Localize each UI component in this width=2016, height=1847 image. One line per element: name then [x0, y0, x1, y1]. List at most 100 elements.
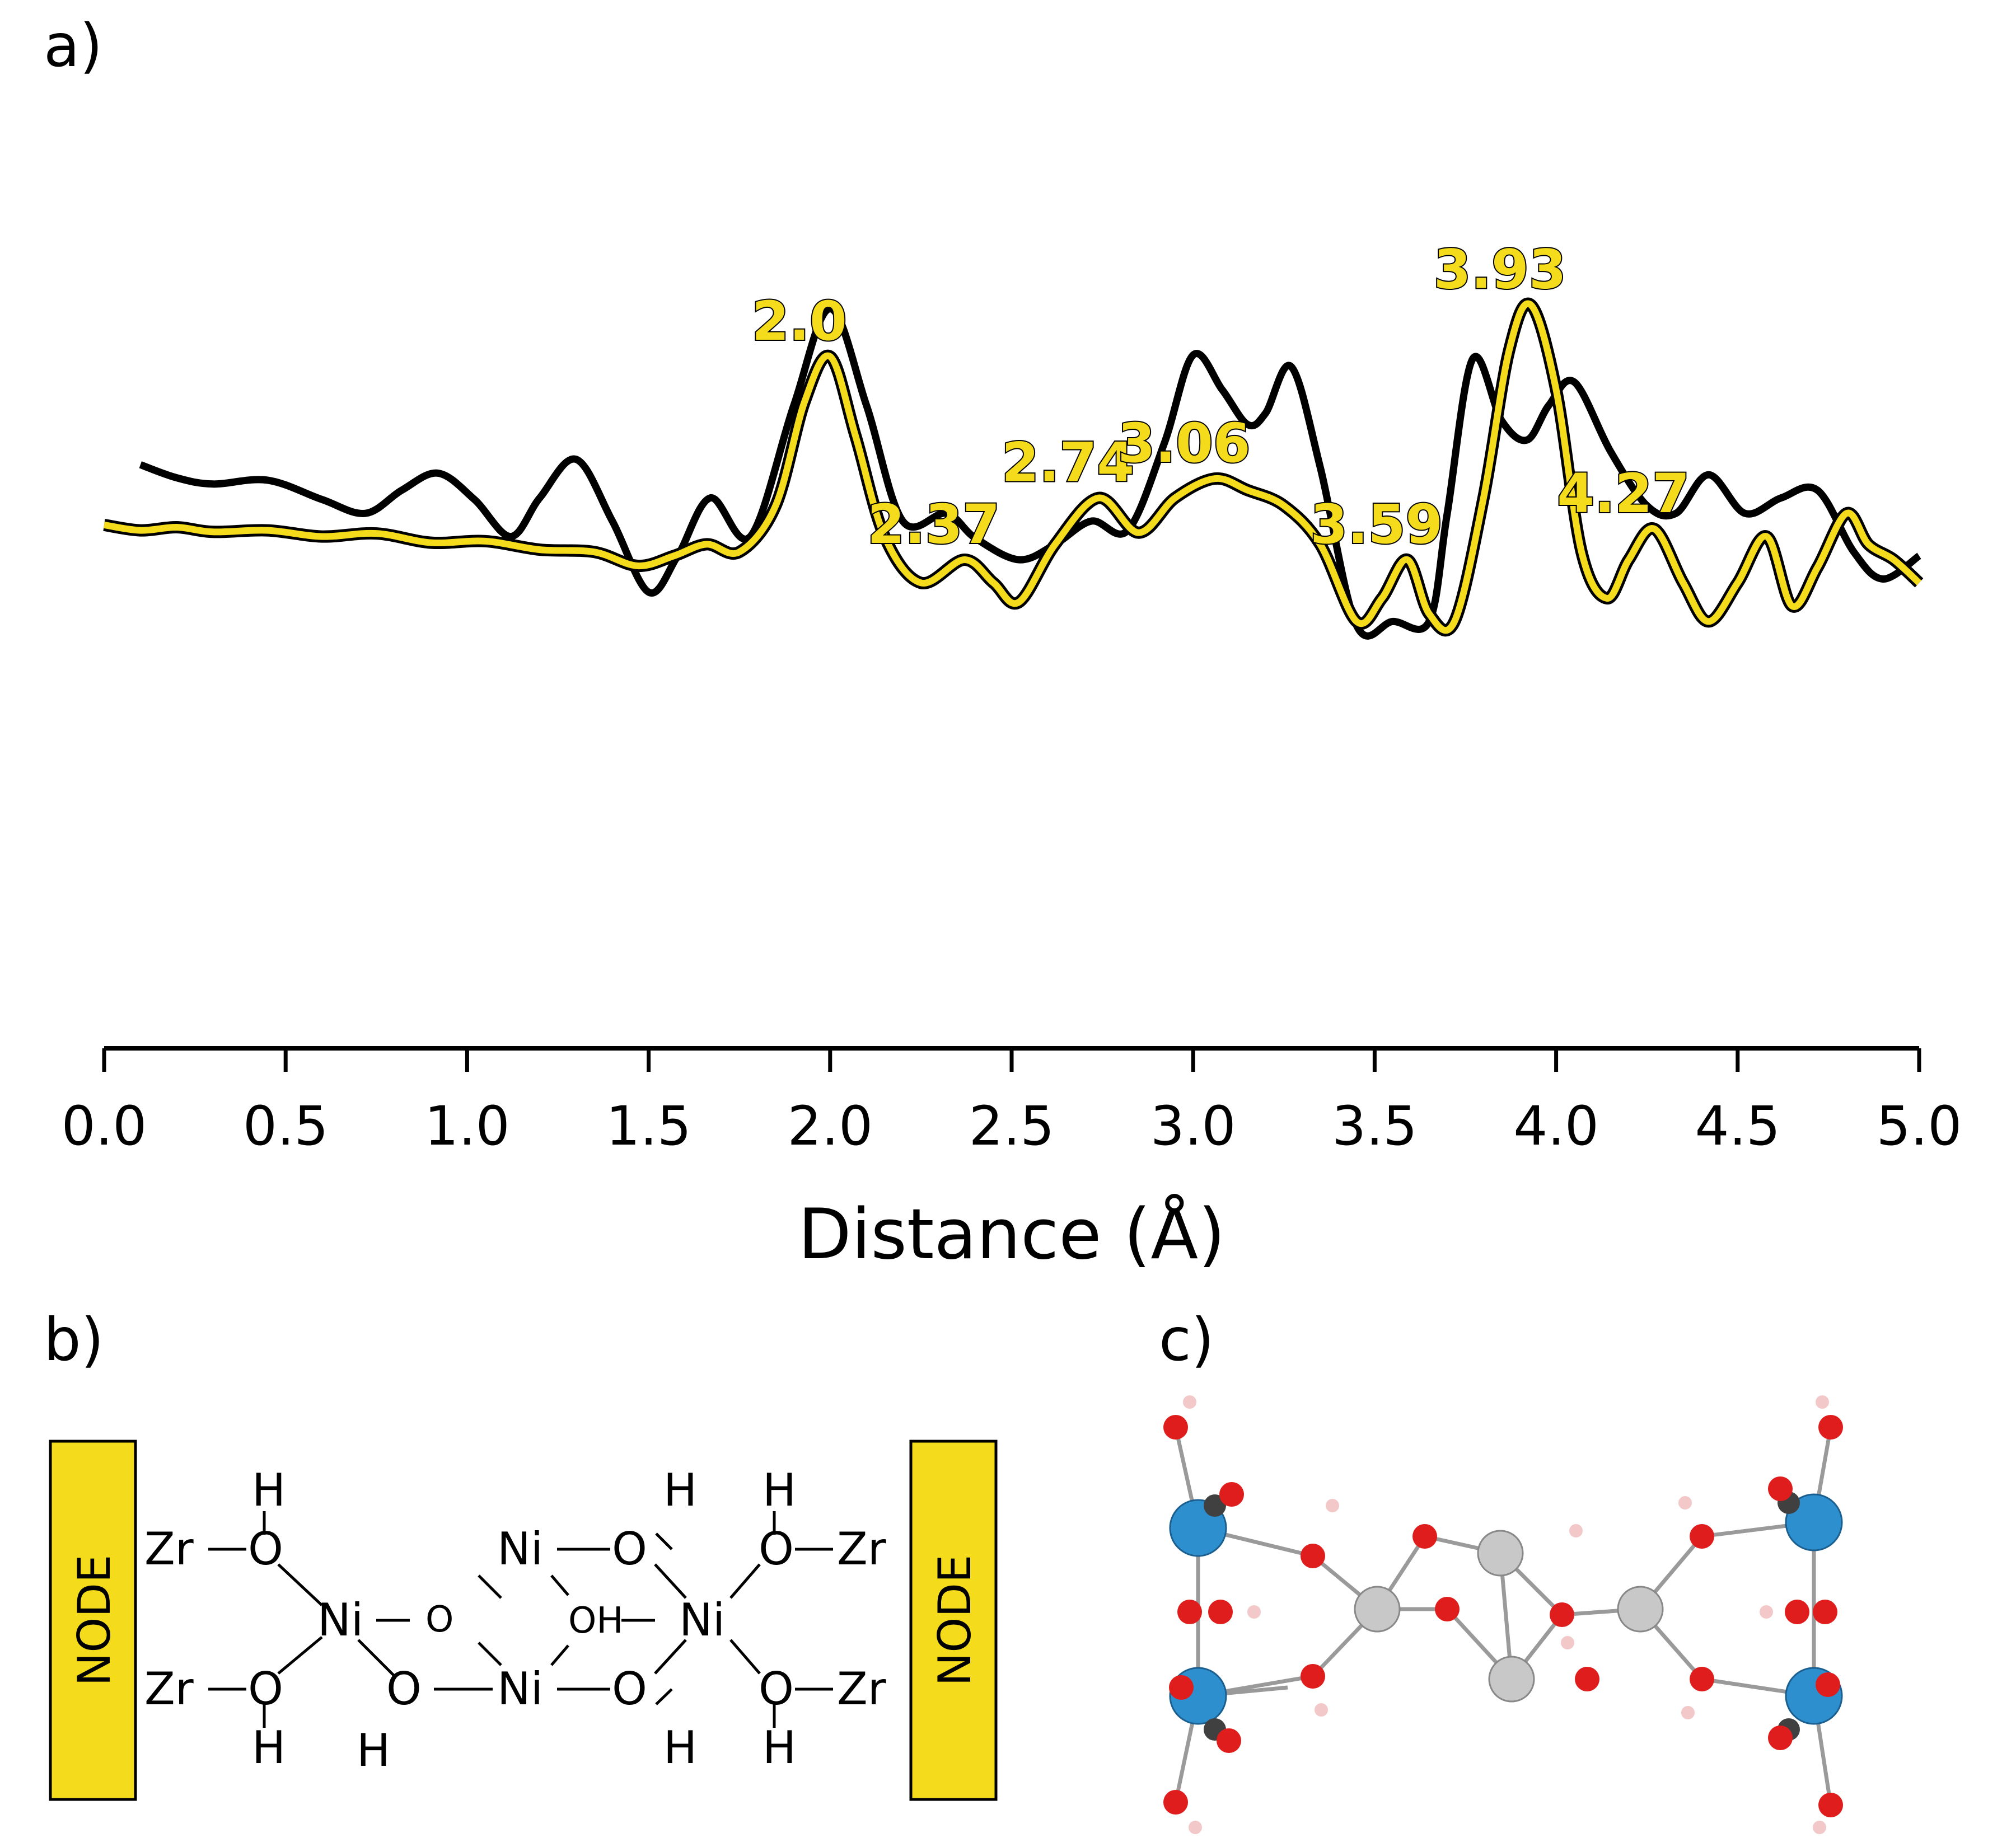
h-atom [1816, 1395, 1829, 1409]
o-atom [1435, 1597, 1460, 1621]
h-label-3: H [357, 1724, 390, 1776]
node-box-left [49, 1440, 137, 1801]
o-atom [1816, 1672, 1840, 1697]
x-tick-label: 1.5 [606, 1095, 691, 1157]
zr-label-bottom-left: Zr [144, 1663, 194, 1715]
h-label-1: H [252, 1464, 286, 1516]
panel-label-a: a) [44, 12, 102, 80]
h-atom [1760, 1605, 1773, 1619]
h-atom [1326, 1499, 1339, 1512]
o-atom [1575, 1667, 1599, 1691]
o-atom [1163, 1790, 1188, 1815]
h-atom [1813, 1821, 1826, 1834]
o-atom [1301, 1544, 1325, 1568]
x-tick-label: 2.0 [787, 1095, 873, 1157]
ni-label-right: Ni [679, 1594, 725, 1646]
h-label-7: H [763, 1722, 796, 1774]
peak-label: 2.74 [1002, 432, 1134, 494]
molecular-model [1163, 1395, 1843, 1834]
series-line-1 [139, 305, 1921, 640]
o-atom [1412, 1524, 1437, 1549]
x-tick-label: 0.5 [243, 1095, 329, 1157]
model-bonds [1173, 1427, 1833, 1806]
o-atom [1219, 1482, 1244, 1507]
series-layer [103, 297, 1924, 640]
zr-label-top-left: Zr [144, 1523, 194, 1575]
o-label-4: O [612, 1523, 647, 1575]
o-label-7: O [759, 1663, 794, 1715]
zr-atom [1785, 1493, 1843, 1551]
o-label-1: O [248, 1523, 283, 1575]
panel-label-c: c) [1159, 1306, 1214, 1374]
node-box-right [909, 1440, 998, 1801]
peak-label: 3.06 [1118, 412, 1251, 475]
x-tick-label: 3.5 [1332, 1095, 1418, 1157]
h-atom [1189, 1821, 1202, 1834]
ni-label-left: Ni [317, 1594, 363, 1646]
h-label-6: H [763, 1464, 796, 1516]
ni-atom [1354, 1586, 1401, 1633]
x-tick-label: 1.0 [424, 1095, 510, 1157]
o-atom [1690, 1524, 1714, 1549]
o-atom [1818, 1793, 1843, 1817]
h-atom [1247, 1605, 1261, 1619]
o-label-6: O [759, 1523, 794, 1575]
h-atom [1315, 1703, 1328, 1717]
o-atom [1550, 1602, 1574, 1627]
peak-label: 2.0 [752, 290, 847, 353]
ni-atom [1488, 1656, 1535, 1703]
o-atom [1768, 1726, 1793, 1750]
o-atom [1169, 1675, 1194, 1700]
rdf-chart: 2.0 2.372.743.06 3.59 3.93 4.27 0.0 0.5 1.0 1.5… [62, 237, 1962, 1275]
zr-label-bottom-right: Zr [837, 1663, 886, 1715]
peak-label-layer: 2.0 2.372.743.06 3.59 3.93 4.27 [751, 237, 1691, 557]
oh-label-bridge: OH [568, 1600, 624, 1642]
x-tick-label: 4.0 [1513, 1095, 1599, 1157]
h-atom [1569, 1524, 1583, 1537]
node-label-left: NODE [68, 1555, 120, 1686]
o-atom [1818, 1415, 1843, 1440]
o-atom [1690, 1667, 1714, 1691]
x-tick-label: 4.5 [1695, 1095, 1780, 1157]
h-label-4: H [663, 1464, 697, 1516]
node-label-right: NODE [929, 1555, 981, 1686]
o-label-2: O [248, 1663, 283, 1715]
x-tick-layer: 0.0 0.5 1.0 1.5 2.0 2.5 3.0 3.5 4.0 4.5 5.0 [62, 1048, 1962, 1157]
o-atom [1217, 1728, 1241, 1753]
h-label-5: H [663, 1722, 697, 1774]
peak-label: 3.59 [1310, 493, 1443, 556]
peak-label: 3.93 [1434, 238, 1566, 301]
o-atom [1768, 1476, 1793, 1501]
o-label-3: O [386, 1663, 422, 1715]
model-atoms [1163, 1395, 1843, 1834]
x-axis-title: Distance (Å) [798, 1193, 1225, 1275]
o-atom [1177, 1600, 1202, 1624]
h-atom [1681, 1706, 1695, 1719]
ni-atom [1477, 1530, 1524, 1577]
o-label-bridge: O [425, 1599, 453, 1640]
x-tick-label: 0.0 [62, 1095, 147, 1157]
bond-lines [208, 1511, 833, 1728]
peak-label: 2.37 [867, 493, 1000, 556]
o-label-5: O [612, 1663, 647, 1715]
ni-label-bottom: Ni [497, 1663, 543, 1715]
panel-label-b: b) [44, 1306, 104, 1374]
h-atom [1183, 1395, 1196, 1409]
zr-label-top-right: Zr [837, 1523, 886, 1575]
ni-atom [1617, 1586, 1664, 1633]
h-label-2: H [252, 1722, 286, 1774]
structure-scheme: NODE NODE [49, 1440, 998, 1801]
x-tick-label: 5.0 [1877, 1095, 1962, 1157]
h-atom [1561, 1636, 1574, 1649]
o-atom [1208, 1600, 1233, 1624]
x-tick-label: 2.5 [969, 1095, 1055, 1157]
o-atom [1813, 1600, 1837, 1624]
peak-label: 4.27 [1557, 462, 1690, 525]
h-atom [1678, 1496, 1692, 1510]
o-atom [1301, 1664, 1325, 1689]
series-line-2 [104, 300, 1922, 634]
o-atom [1163, 1415, 1188, 1440]
x-tick-label: 3.0 [1150, 1095, 1236, 1157]
c-atom [1204, 1494, 1226, 1517]
